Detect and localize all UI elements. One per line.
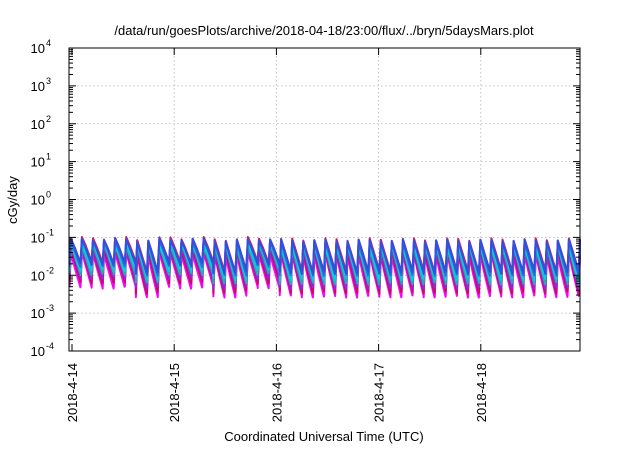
y-tick-label: 10	[31, 306, 45, 321]
x-tick-label: 2018-4-16	[269, 363, 284, 422]
y-tick-exponent: 0	[46, 190, 51, 200]
y-tick-exponent: -3	[46, 303, 54, 313]
y-tick-exponent: 1	[46, 152, 51, 162]
x-tick-label: 2018-4-15	[167, 363, 182, 422]
x-axis: 2018-4-14 2018-4-15 2018-4-16 2018-4-17 2018…	[65, 48, 489, 422]
x-axis-label: Coordinated Universal Time (UTC)	[224, 429, 423, 444]
y-axis-label: cGy/day	[5, 176, 20, 224]
series-line	[68, 237, 581, 275]
y-tick-label: 10	[31, 344, 45, 359]
y-tick-label: 10	[31, 41, 45, 56]
y-tick-exponent: -1	[46, 227, 54, 237]
y-tick-label: 10	[31, 268, 45, 283]
y-tick-label: 10	[31, 155, 45, 170]
y-tick-exponent: 2	[46, 114, 51, 124]
chart-title: /data/run/goesPlots/archive/2018-04-18/2…	[114, 23, 534, 38]
y-tick-label: 10	[31, 230, 45, 245]
y-tick-exponent: 3	[46, 76, 51, 86]
y-tick-label: 10	[31, 193, 45, 208]
x-tick-label: 2018-4-17	[372, 363, 387, 422]
y-tick-exponent: -4	[46, 341, 54, 351]
y-tick-exponent: 4	[46, 38, 51, 48]
y-tick-label: 10	[31, 79, 45, 94]
x-tick-label: 2018-4-14	[65, 363, 80, 422]
x-tick-label: 2018-4-18	[474, 363, 489, 422]
grid	[69, 48, 580, 351]
y-tick-exponent: -2	[46, 265, 54, 275]
y-tick-label: 10	[31, 117, 45, 132]
series-group	[68, 236, 581, 299]
